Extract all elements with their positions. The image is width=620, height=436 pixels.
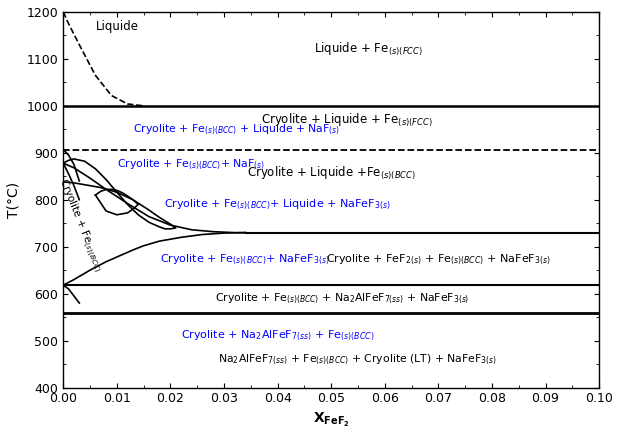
Text: Cryolite + Na$_2$AlFeF$_{7(ss)}$ + Fe$_{(s)(BCC)}$: Cryolite + Na$_2$AlFeF$_{7(ss)}$ + Fe$_{… — [181, 329, 374, 343]
Text: Cryolite + Liquide +Fe$_{(s)(BCC)}$: Cryolite + Liquide +Fe$_{(s)(BCC)}$ — [247, 164, 415, 181]
Text: Cryolite + Fe$_{(s)(BCC)}$: Cryolite + Fe$_{(s)(BCC)}$ — [53, 177, 105, 275]
Y-axis label: T(°C): T(°C) — [7, 182, 21, 218]
Text: Cryolite + Fe$_{(s)(BCC)}$+ Liquide + NaFeF$_{3(s)}$: Cryolite + Fe$_{(s)(BCC)}$+ Liquide + Na… — [164, 197, 391, 211]
Text: Cryolite + Fe$_{(s)(BCC)}$+ NaFeF$_{3(s)}$: Cryolite + Fe$_{(s)(BCC)}$+ NaFeF$_{3(s)… — [160, 252, 329, 266]
Text: Liquide + Fe$_{(s)(FCC)}$: Liquide + Fe$_{(s)(FCC)}$ — [314, 41, 423, 58]
Text: Na$_2$AlFeF$_{7(ss)}$ + Fe$_{(s)(BCC)}$ + Cryolite (LT) + NaFeF$_{3(s)}$: Na$_2$AlFeF$_{7(ss)}$ + Fe$_{(s)(BCC)}$ … — [218, 352, 497, 367]
Text: Cryolite + FeF$_{2(s)}$ + Fe$_{(s)(BCC)}$ + NaFeF$_{3(s)}$: Cryolite + FeF$_{2(s)}$ + Fe$_{(s)(BCC)}… — [326, 252, 551, 266]
Text: Cryolite + Fe$_{(s)(BCC)}$ + Liquide + NaF$_{(s)}$: Cryolite + Fe$_{(s)(BCC)}$ + Liquide + N… — [133, 122, 340, 136]
Text: Cryolite + Liquide + Fe$_{(s)(FCC)}$: Cryolite + Liquide + Fe$_{(s)(FCC)}$ — [262, 111, 433, 129]
X-axis label: $\mathbf{X_{FeF_2}}$: $\mathbf{X_{FeF_2}}$ — [312, 411, 350, 429]
Text: Liquide: Liquide — [95, 20, 138, 33]
Text: Cryolite + Fe$_{(s)(BCC)}$ + Na$_2$AlFeF$_{7(ss)}$ + NaFeF$_{3(s)}$: Cryolite + Fe$_{(s)(BCC)}$ + Na$_2$AlFeF… — [215, 292, 469, 307]
Text: Cryolite + Fe$_{(s)(BCC)}$+ NaF$_{(s)}$: Cryolite + Fe$_{(s)(BCC)}$+ NaF$_{(s)}$ — [117, 157, 265, 172]
